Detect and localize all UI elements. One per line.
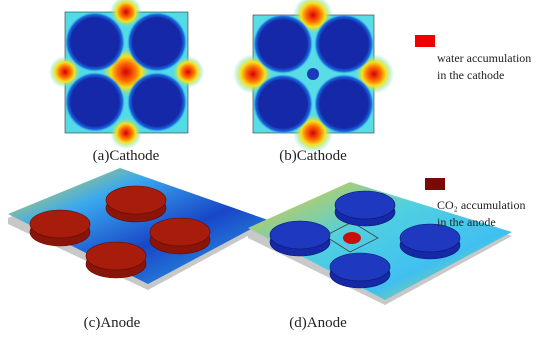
panel-a-image	[49, 0, 204, 149]
legend-text: CO₂ accumulation	[437, 198, 526, 212]
legend-text: water accumulation	[437, 51, 531, 65]
caption: (c)Anode	[84, 315, 141, 331]
legend-text: in the anode	[437, 215, 496, 229]
legend-text: in the cathode	[437, 68, 504, 82]
panel-b-image	[233, 0, 394, 153]
legend-swatch	[425, 178, 445, 190]
legend-swatch	[415, 35, 435, 47]
panel-c-image	[8, 168, 268, 290]
caption: (b)Cathode	[279, 148, 347, 164]
caption: (d)Anode	[289, 315, 347, 331]
caption: (a)Cathode	[93, 148, 160, 164]
panel-d-image	[248, 182, 512, 305]
